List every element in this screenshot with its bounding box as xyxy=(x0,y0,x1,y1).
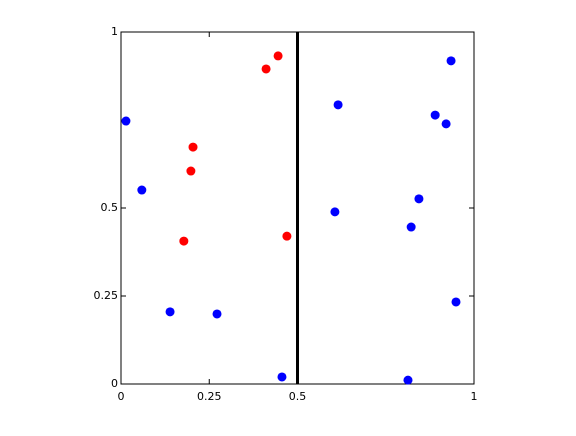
scatter-point xyxy=(137,185,147,195)
x-tick-label: 0 xyxy=(118,390,125,403)
scatter-point xyxy=(277,372,287,382)
x-tick-label: 1 xyxy=(471,390,478,403)
scatter-point xyxy=(212,309,222,319)
scatter-point xyxy=(430,110,440,120)
scatter-point xyxy=(165,307,175,317)
y-tick-label: 0.25 xyxy=(94,289,119,302)
x-tick-label: 0.25 xyxy=(197,390,222,403)
scatter-point xyxy=(273,51,283,61)
y-tick-label: 0 xyxy=(111,377,118,390)
y-tick-label: 1 xyxy=(111,25,118,38)
scatter-point xyxy=(330,207,340,217)
scatter-point xyxy=(414,194,424,204)
scatter-point xyxy=(333,100,343,110)
scatter-point xyxy=(261,64,271,74)
scatter-point xyxy=(441,119,451,129)
x-tick-label: 0.5 xyxy=(289,390,307,403)
scatter-point xyxy=(186,166,196,176)
scatter-point xyxy=(188,142,198,152)
scatter-point xyxy=(446,56,456,66)
y-tick-label: 0.5 xyxy=(101,201,119,214)
scatter-point xyxy=(403,375,413,385)
scatter-point xyxy=(282,231,292,241)
scatter-point xyxy=(121,116,131,126)
scatter-point xyxy=(179,236,189,246)
scatter-point xyxy=(406,222,416,232)
scatter-point xyxy=(451,297,461,307)
